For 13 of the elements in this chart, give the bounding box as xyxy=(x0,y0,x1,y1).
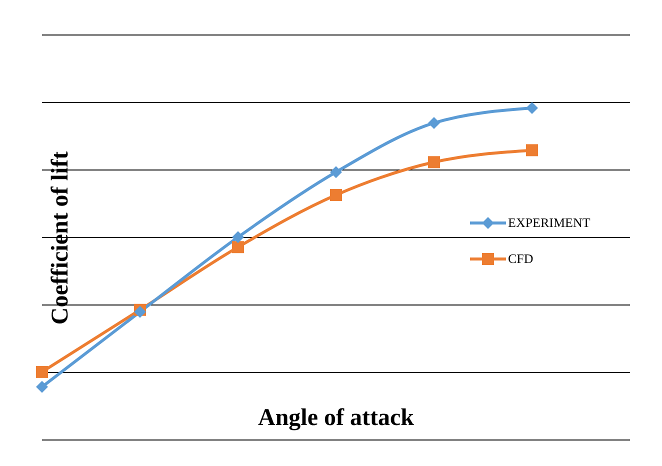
point xyxy=(330,166,342,178)
point xyxy=(526,102,538,114)
point xyxy=(526,144,538,156)
x-axis-title: Angle of attack xyxy=(257,405,415,432)
point xyxy=(428,116,440,129)
point xyxy=(232,231,244,244)
legend-label: EXPERIMENT xyxy=(508,215,590,231)
point xyxy=(36,380,48,393)
point xyxy=(330,189,342,202)
point xyxy=(232,241,244,254)
legend-label: CFD xyxy=(508,251,534,267)
point xyxy=(36,366,48,378)
point xyxy=(428,156,440,168)
